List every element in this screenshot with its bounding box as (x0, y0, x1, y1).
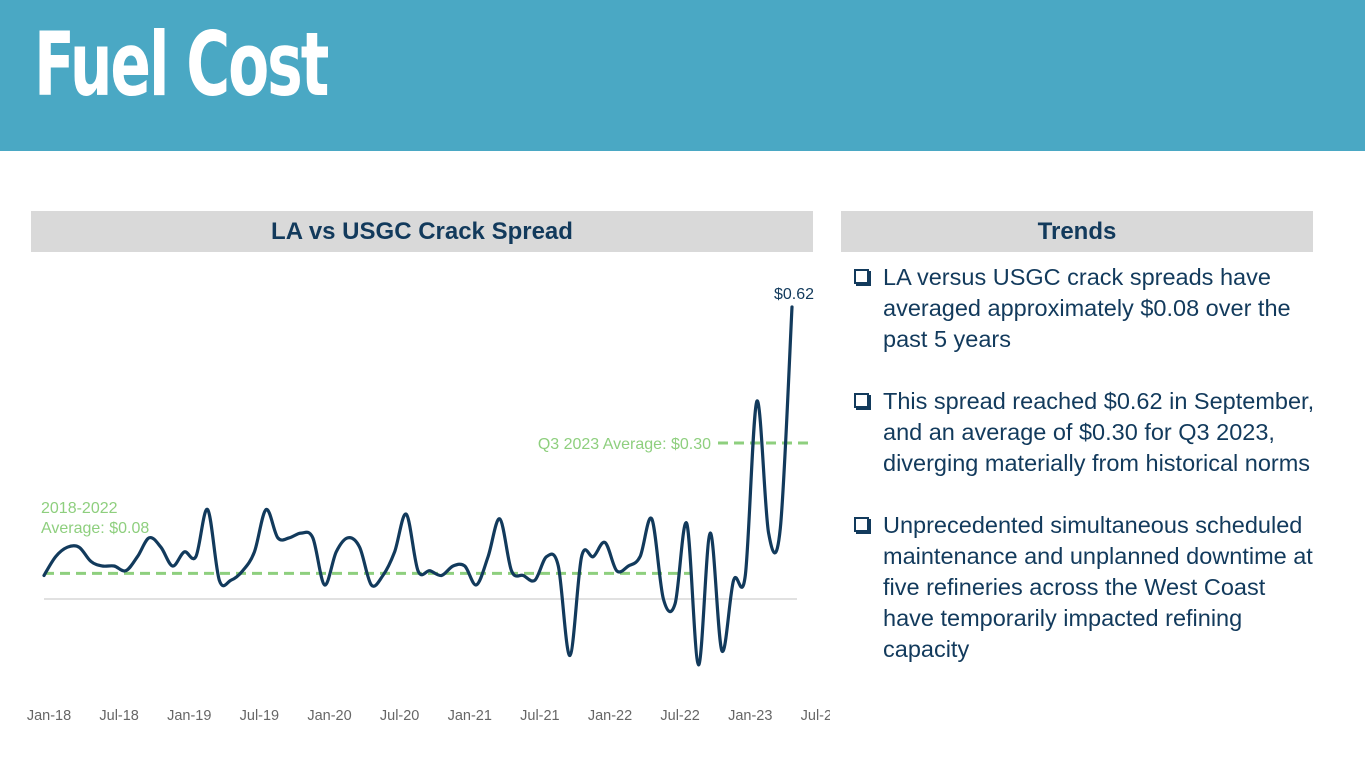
data-point (474, 583, 478, 587)
x-tick-label: Jan-21 (448, 708, 492, 724)
data-point (661, 597, 665, 601)
data-point (393, 550, 397, 554)
trend-text: LA versus USGC crack spreads have averag… (883, 264, 1291, 352)
data-point (171, 564, 175, 568)
data-point (486, 555, 490, 559)
data-point (89, 559, 93, 563)
data-point (276, 536, 280, 540)
data-point (743, 574, 747, 578)
data-point (112, 564, 116, 568)
data-point (732, 578, 736, 582)
data-point (510, 569, 514, 573)
x-tick-label: Jan-19 (167, 708, 211, 724)
data-point (252, 550, 256, 554)
trend-item: This spread reached $0.62 in September, … (851, 386, 1321, 479)
x-tick-label: Jul-19 (240, 708, 280, 724)
data-point (615, 569, 619, 573)
data-point (638, 555, 642, 559)
data-point (159, 545, 163, 549)
x-tick-label: Jan-18 (27, 708, 71, 724)
trend-item: LA versus USGC crack spreads have averag… (851, 262, 1321, 355)
trends-panel-header: Trends (841, 211, 1313, 252)
data-point (498, 517, 502, 521)
checkbox-bullet-icon (854, 393, 869, 408)
data-point (673, 602, 677, 606)
data-point (42, 574, 46, 578)
data-point (568, 654, 572, 658)
x-tick-label: Jul-20 (380, 708, 420, 724)
data-point (697, 663, 701, 667)
data-point (217, 578, 221, 582)
data-point (381, 574, 385, 578)
data-point (545, 555, 549, 559)
data-point (124, 569, 128, 573)
data-point (591, 555, 595, 559)
data-point (755, 399, 759, 403)
x-tick-label: Jan-22 (588, 708, 632, 724)
data-point (299, 531, 303, 535)
data-point (65, 545, 69, 549)
x-tick-label: Jan-23 (728, 708, 772, 724)
data-point (229, 578, 233, 582)
trends-list: LA versus USGC crack spreads have averag… (851, 262, 1321, 696)
data-point (708, 531, 712, 535)
checkbox-bullet-icon (854, 517, 869, 532)
reference-label-2018-2022-average: 2018-2022 (41, 500, 118, 517)
data-point (241, 569, 245, 573)
data-point (790, 305, 794, 309)
x-tick-label: Jul-23 (801, 708, 830, 724)
data-point (556, 564, 560, 568)
data-point (404, 512, 408, 516)
data-point (603, 541, 607, 545)
data-point (358, 545, 362, 549)
x-tick-label: Jul-22 (660, 708, 700, 724)
data-point (182, 550, 186, 554)
data-point (650, 517, 654, 521)
data-point (147, 536, 151, 540)
data-point (194, 555, 198, 559)
data-point (451, 564, 455, 568)
trend-text: This spread reached $0.62 in September, … (883, 388, 1315, 476)
series-line-crack-spread (42, 305, 794, 667)
data-point (580, 555, 584, 559)
page-title: Fuel Cost (34, 13, 329, 116)
crack-spread-chart: 2018-2022 Average: $0.08 Q3 2023 Average: … (27, 286, 830, 724)
data-point (206, 508, 210, 512)
x-tick-label: Jul-18 (99, 708, 139, 724)
data-point (54, 555, 58, 559)
data-point (323, 583, 327, 587)
reference-label-2018-2022-average: Average: $0.08 (41, 520, 149, 537)
x-tick-label: Jul-21 (520, 708, 560, 724)
trend-item: Unprecedented simultaneous scheduled mai… (851, 510, 1321, 665)
data-point (521, 574, 525, 578)
data-point (77, 545, 81, 549)
data-point (100, 564, 104, 568)
data-point (428, 569, 432, 573)
x-tick-label: Jan-20 (307, 708, 351, 724)
data-point (311, 536, 315, 540)
data-point (626, 564, 630, 568)
header-band: Fuel Cost (0, 0, 1365, 151)
checkbox-bullet-icon (854, 269, 869, 284)
data-point (369, 583, 373, 587)
peak-value-label: $0.62 (774, 286, 814, 303)
data-point (439, 574, 443, 578)
data-point (533, 578, 537, 582)
data-point (136, 555, 140, 559)
data-point (767, 531, 771, 535)
data-point (685, 522, 689, 526)
data-point (287, 536, 291, 540)
data-point (346, 536, 350, 540)
chart-panel-header: LA vs USGC Crack Spread (31, 211, 813, 252)
data-point (463, 564, 467, 568)
data-point (416, 569, 420, 573)
trend-text: Unprecedented simultaneous scheduled mai… (883, 512, 1313, 662)
data-point (778, 526, 782, 530)
reference-label-q3-2023-average: Q3 2023 Average: $0.30 (538, 436, 711, 453)
data-point (720, 649, 724, 653)
data-point (334, 550, 338, 554)
data-point (264, 508, 268, 512)
